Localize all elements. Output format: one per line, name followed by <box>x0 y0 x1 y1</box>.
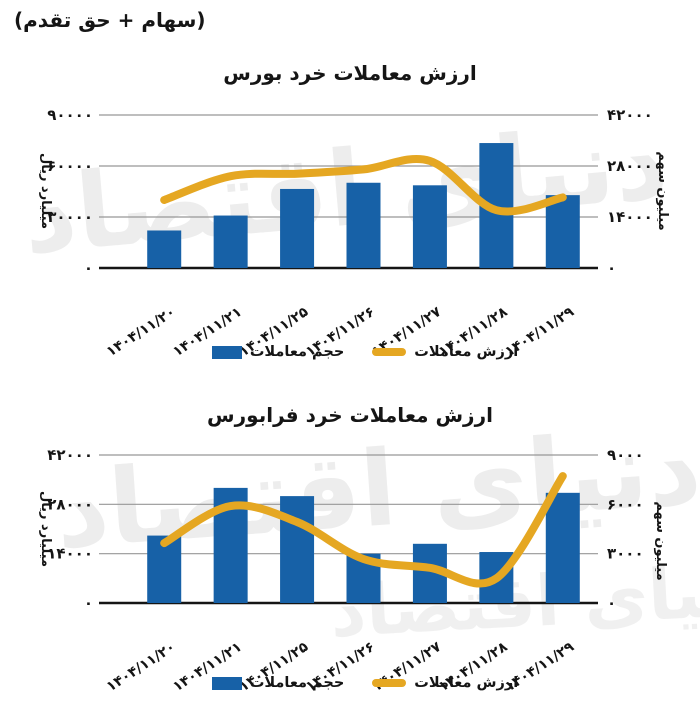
volume-legend-label: حجم معاملات <box>249 344 345 360</box>
value-legend-label: ارزش معاملات <box>414 344 519 360</box>
chart-title-bourse: ارزش معاملات خرد بورس <box>223 61 477 85</box>
volume-bar-swatch <box>211 345 242 359</box>
chart-title-farabourse: ارزش معاملات خرد فرابورس <box>207 403 493 427</box>
right-axis-tick: ۶۰۰۰ <box>607 495 644 513</box>
legend-item-volume: حجم معاملات <box>211 675 345 691</box>
right-axis-title-farabourse: میلیون سهم <box>653 501 668 581</box>
volume-bar <box>147 230 182 268</box>
right-axis-title-bourse: میلیون سهم <box>655 151 670 231</box>
right-axis-tick: ۴۲۰۰۰ <box>607 106 653 124</box>
legend-item-volume: حجم معاملات <box>211 344 345 360</box>
value-line <box>160 472 567 588</box>
left-axis-tick: ۰ <box>84 259 93 277</box>
volume-bar <box>412 185 447 268</box>
left-axis-tick: ۶۰۰۰۰ <box>47 157 93 175</box>
left-axis-tick: ۳۰۰۰۰ <box>47 208 93 226</box>
left-axis-tick: ۲۸۰۰۰ <box>47 495 93 513</box>
left-axis-tick: ۴۲۰۰۰ <box>47 446 93 464</box>
right-axis-tick: ۰ <box>607 259 616 277</box>
volume-legend-label: حجم معاملات <box>249 675 345 691</box>
volume-bar <box>280 188 315 268</box>
legend-farabourse: حجم معاملات ارزش معاملات <box>30 675 700 691</box>
legend-item-value: ارزش معاملات <box>372 675 518 691</box>
left-axis-title-farabourse: میلیارد ریال <box>38 490 53 568</box>
legend-item-value: ارزش معاملات <box>372 344 518 360</box>
left-axis-tick: ۹۰۰۰۰ <box>47 106 93 124</box>
left-axis-tick: ۱۴۰۰۰ <box>47 545 93 563</box>
right-axis-tick: ۱۴۰۰۰ <box>607 208 653 226</box>
volume-bar <box>545 195 580 268</box>
value-line-swatch <box>372 679 407 687</box>
right-axis-tick: ۲۸۰۰۰ <box>607 157 653 175</box>
left-axis-title-bourse: میلیارد ریال <box>38 152 53 230</box>
legend-bourse: حجم معاملات ارزش معاملات <box>30 344 700 360</box>
right-axis-tick: ۰ <box>607 594 616 612</box>
left-axis-tick: ۰ <box>84 594 93 612</box>
volume-bar <box>213 215 248 268</box>
value-line <box>160 154 567 216</box>
header-note: (سهام + حق تقدم) <box>14 8 206 32</box>
volume-bar <box>280 496 315 603</box>
volume-bar-swatch <box>211 676 242 690</box>
right-axis-tick: ۳۰۰۰ <box>607 545 644 563</box>
value-legend-label: ارزش معاملات <box>414 675 519 691</box>
volume-bar <box>346 182 381 268</box>
right-axis-tick: ۹۰۰۰ <box>607 446 644 464</box>
volume-bar <box>545 492 580 603</box>
value-line-swatch <box>372 348 407 356</box>
